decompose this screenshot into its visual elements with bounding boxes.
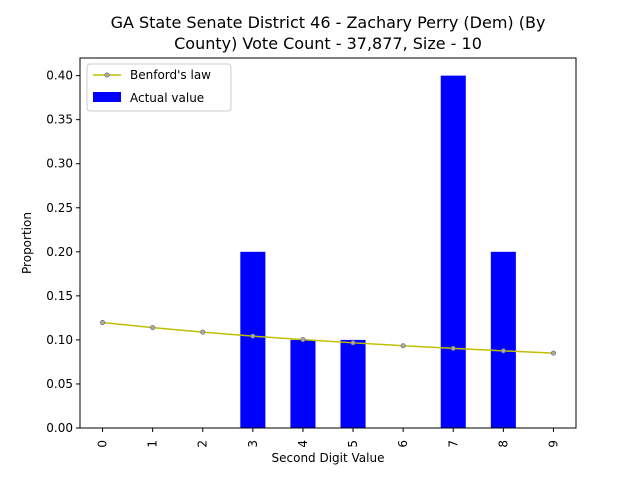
x-tick-label: 8 (496, 440, 510, 448)
bar-digit-8 (490, 251, 516, 428)
benford-point-7 (450, 345, 456, 351)
y-tick-label: 0.05 (46, 377, 73, 391)
y-tick-label: 0.20 (46, 245, 73, 259)
chart-title-line-1: GA State Senate District 46 - Zachary Pe… (111, 13, 546, 32)
x-tick-label: 5 (346, 440, 360, 448)
bar-digit-7 (440, 75, 466, 428)
y-tick-label: 0.10 (46, 333, 73, 347)
legend: Benford's law Actual value (86, 63, 232, 112)
bars-layer (240, 75, 516, 428)
benford-point-8 (500, 348, 506, 354)
bar-digit-4 (290, 339, 316, 428)
benford-line (102, 321, 554, 354)
bar-digit-3 (240, 251, 266, 428)
y-tick-label: 0.30 (46, 157, 73, 171)
y-tick-label: 0.00 (46, 421, 73, 435)
x-tick-label: 0 (96, 440, 110, 448)
benford-point-5 (350, 340, 356, 346)
legend-bar-swatch (93, 92, 121, 102)
x-axis-label: Second Digit Value (272, 451, 385, 465)
y-axis: 0.00 0.05 0.10 0.15 0.20 0.25 0.30 0.35 0.40 (46, 69, 80, 435)
legend-box (86, 63, 232, 112)
x-axis: 0 1 2 3 4 5 6 7 8 9 (96, 428, 560, 448)
benford-point-3 (250, 333, 256, 339)
bar-digit-5 (340, 339, 366, 428)
benford-point-4 (300, 337, 306, 343)
legend-line-marker (104, 72, 110, 78)
benford-point-2 (200, 329, 206, 335)
legend-label-benford: Benford's law (130, 68, 211, 82)
x-tick-label: 2 (196, 440, 210, 448)
x-tick-label: 9 (546, 440, 560, 448)
legend-label-actual: Actual value (130, 91, 204, 105)
x-tick-label: 1 (146, 440, 160, 448)
line-layer (100, 320, 556, 356)
x-tick-label: 6 (396, 440, 410, 448)
chart-title-line-2: County) Vote Count - 37,877, Size - 10 (174, 34, 482, 53)
benford-point-6 (400, 343, 406, 349)
y-tick-label: 0.15 (46, 289, 73, 303)
x-tick-label: 7 (446, 440, 460, 448)
x-tick-label: 3 (246, 440, 260, 448)
y-tick-label: 0.40 (46, 69, 73, 83)
benford-point-0 (100, 320, 106, 326)
x-tick-label: 4 (296, 440, 310, 448)
y-axis-label: Proportion (20, 212, 34, 274)
y-tick-label: 0.35 (46, 113, 73, 127)
benford-point-1 (150, 325, 156, 331)
benford-point-9 (550, 350, 556, 356)
chart-title: GA State Senate District 46 - Zachary Pe… (111, 13, 546, 53)
y-tick-label: 0.25 (46, 201, 73, 215)
plot-frame (79, 57, 577, 429)
